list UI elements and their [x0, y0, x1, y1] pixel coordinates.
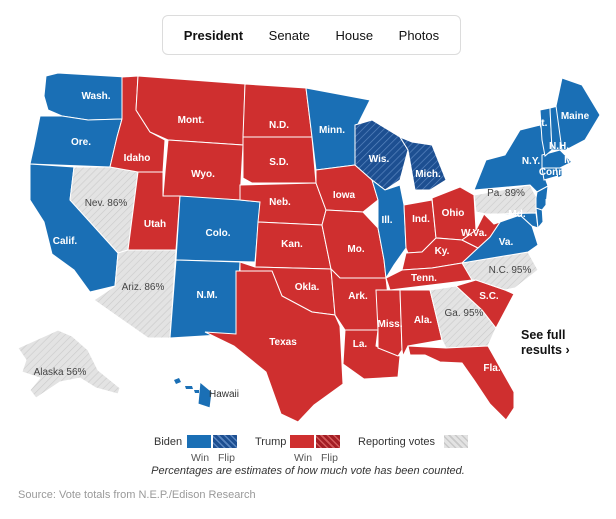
- legend-trump-flip-label: Flip: [321, 452, 338, 464]
- hawaii-island-0: [174, 378, 181, 384]
- state-label-me: Maine: [561, 111, 590, 122]
- state-label-mn: Minn.: [319, 125, 345, 136]
- state-label-mi: Mich.: [415, 169, 441, 180]
- legend-trump-win-label: Win: [294, 452, 313, 464]
- state-label-de: Del.: [542, 216, 561, 227]
- state-md[interactable]: [499, 212, 539, 229]
- state-label-ut: Utah: [144, 219, 166, 230]
- legend-trump-label: Trump: [255, 436, 287, 448]
- legend-biden-label: Biden: [154, 436, 183, 448]
- state-label-mt: Mont.: [178, 115, 205, 126]
- state-label-fl: Fla.: [483, 363, 500, 374]
- state-az[interactable]: [93, 249, 177, 339]
- state-label-ok: Okla.: [295, 282, 320, 293]
- state-label-wy: Wyo.: [191, 169, 215, 180]
- state-label-sc: S.C.: [479, 291, 499, 302]
- state-label-nv: Nev. 86%: [85, 198, 128, 209]
- legend-trump-win-swatch: [290, 435, 314, 448]
- state-label-tx: Texas: [269, 337, 297, 348]
- state-label-ny: N.Y.: [522, 156, 541, 167]
- state-label-az: Ariz. 86%: [122, 282, 165, 293]
- tab-president[interactable]: President: [183, 27, 244, 43]
- state-label-hi: Hawaii: [209, 389, 239, 400]
- state-label-wa: Wash.: [81, 91, 110, 102]
- tab-senate[interactable]: Senate: [268, 27, 310, 43]
- state-label-ms: Miss.: [377, 319, 402, 330]
- state-label-sd: S.D.: [269, 157, 289, 168]
- state-label-nm: N.M.: [196, 290, 217, 301]
- state-label-la: La.: [353, 339, 368, 350]
- legend-biden-flip-swatch: [213, 435, 237, 448]
- state-label-nj: N.J.: [545, 198, 564, 209]
- state-label-ct: Conn.: [539, 167, 568, 178]
- legend-reporting-swatch: [444, 435, 468, 448]
- state-tx[interactable]: [204, 270, 344, 423]
- state-label-il: Ill.: [381, 215, 392, 226]
- state-label-ak: Alaska 56%: [34, 367, 87, 378]
- state-label-or: Ore.: [71, 137, 91, 148]
- election-map: Wash. Ore. Calif. Nev. 86% Idaho Mont. Wyo. Uta…: [17, 72, 601, 423]
- state-label-nh: N.H.: [549, 141, 569, 152]
- legend-trump-flip-swatch: [316, 435, 340, 448]
- state-label-ri: R.I.: [565, 179, 581, 190]
- state-label-co: Colo.: [206, 228, 231, 239]
- hawaii-island-1: [185, 386, 193, 389]
- state-label-ks: Kan.: [281, 239, 303, 250]
- legend-biden-win-swatch: [187, 435, 211, 448]
- source-credit: Source: Vote totals from N.E.P./Edison R…: [18, 489, 256, 501]
- state-fl[interactable]: [407, 345, 515, 421]
- state-label-ia: Iowa: [333, 190, 356, 201]
- state-label-nc: N.C. 95%: [489, 265, 532, 276]
- state-sd[interactable]: [242, 136, 317, 184]
- state-label-md: Md.: [508, 209, 525, 220]
- state-label-al: Ala.: [414, 315, 433, 326]
- legend-reporting-label: Reporting votes: [358, 436, 436, 448]
- state-nj[interactable]: [535, 185, 549, 211]
- state-wi[interactable]: [354, 119, 409, 191]
- legend-biden-flip-label: Flip: [218, 452, 235, 464]
- state-label-ca: Calif.: [53, 236, 78, 247]
- tab-bar: President Senate House Photos: [162, 15, 461, 55]
- state-nc[interactable]: [461, 251, 539, 291]
- state-ak[interactable]: [17, 329, 121, 399]
- state-il[interactable]: [371, 178, 407, 280]
- state-label-ma: Mass.: [564, 155, 592, 166]
- state-wv[interactable]: [461, 213, 502, 249]
- legend-biden-win-label: Win: [191, 452, 210, 464]
- state-label-wv: W.Va.: [461, 228, 487, 239]
- state-vt[interactable]: [539, 107, 553, 157]
- state-mi[interactable]: [398, 135, 447, 191]
- tab-house[interactable]: House: [335, 27, 374, 43]
- state-label-wi: Wis.: [369, 154, 390, 165]
- state-label-tn: Tenn.: [411, 273, 437, 284]
- state-label-ne: Neb.: [269, 197, 291, 208]
- tab-photos[interactable]: Photos: [398, 27, 440, 43]
- map-note: Percentages are estimates of how much vo…: [151, 465, 465, 477]
- state-label-vt: Vt.: [535, 118, 548, 129]
- state-label-in: Ind.: [412, 214, 430, 225]
- state-label-id: Idaho: [124, 153, 151, 164]
- hawaii-island-2: [194, 390, 199, 393]
- state-label-pa: Pa. 89%: [487, 188, 525, 199]
- state-label-nd: N.D.: [269, 120, 289, 131]
- state-label-ga: Ga. 95%: [445, 308, 484, 319]
- state-ma[interactable]: [541, 149, 573, 169]
- state-label-ky: Ky.: [435, 246, 450, 257]
- state-hi[interactable]: [197, 381, 213, 409]
- map-legend: Biden Win Flip Trump Win Flip Reporting …: [0, 434, 616, 464]
- state-label-ar: Ark.: [348, 291, 368, 302]
- state-label-va: Va.: [499, 237, 514, 248]
- state-label-mo: Mo.: [347, 244, 364, 255]
- see-full-results-link[interactable]: See full results ›: [521, 328, 570, 357]
- state-label-oh: Ohio: [442, 208, 465, 219]
- state-me[interactable]: [555, 77, 601, 151]
